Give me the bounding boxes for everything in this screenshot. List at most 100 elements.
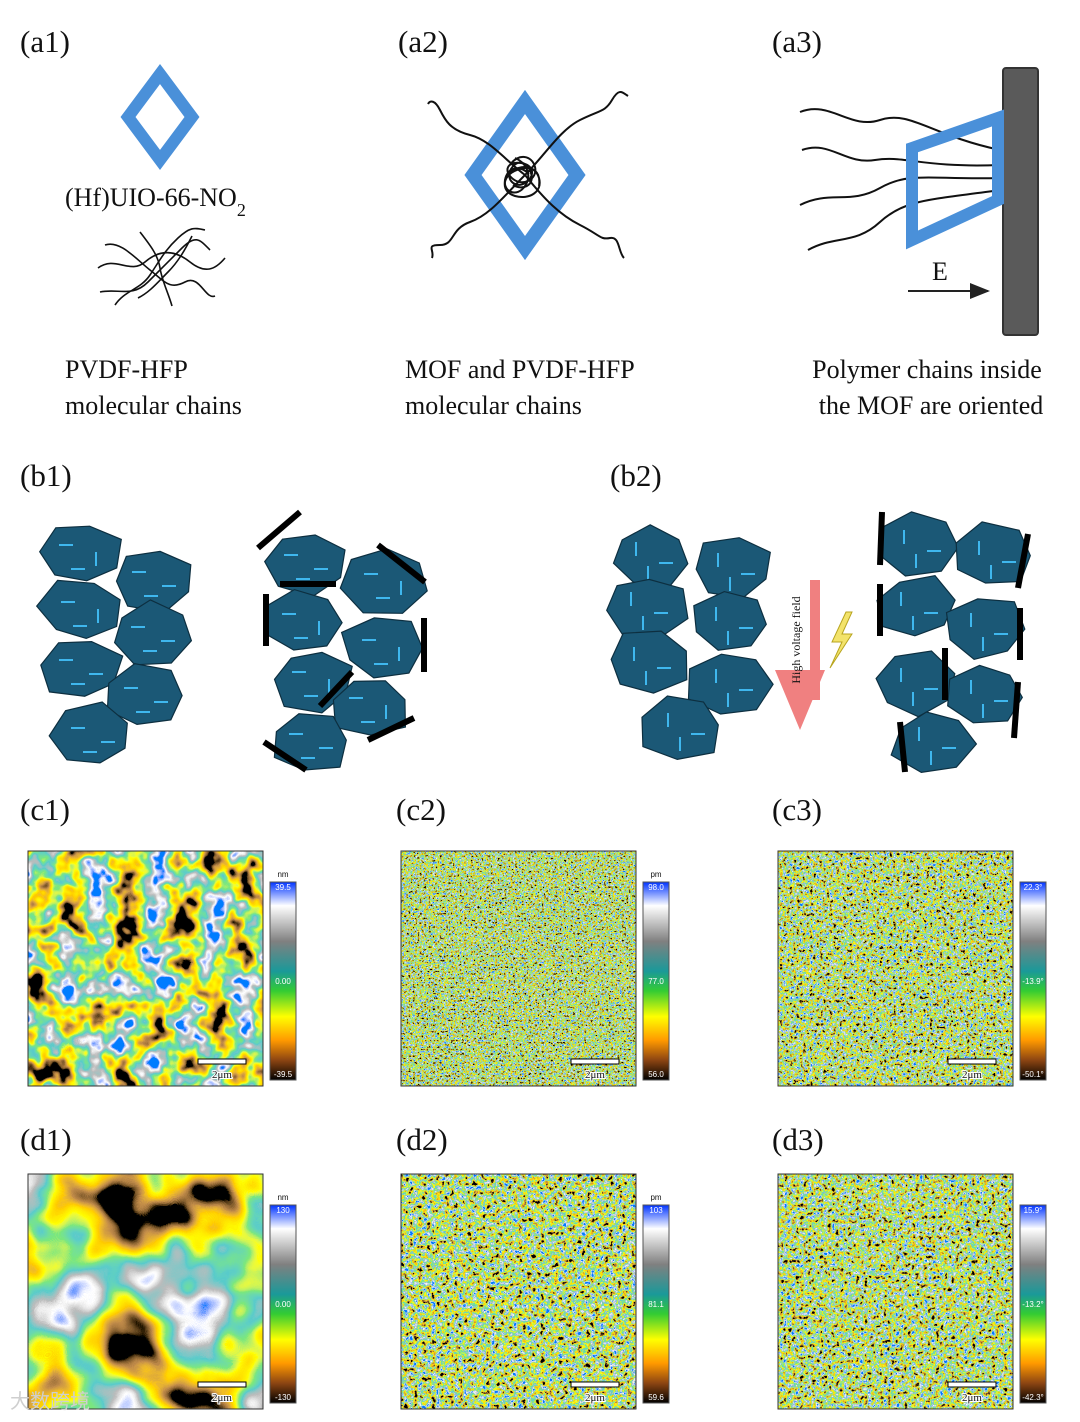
- afm-image: [778, 1174, 1013, 1409]
- grain: [340, 617, 424, 679]
- grain: [48, 701, 128, 764]
- scale-bar-label: 2μm: [962, 1392, 982, 1404]
- grain: [606, 578, 689, 639]
- field-label: High voltage field: [789, 596, 803, 683]
- electrode: [1002, 67, 1039, 336]
- electrode-bar: [366, 715, 416, 743]
- grain: [879, 511, 959, 577]
- colorbar-min: 59.6: [648, 1393, 664, 1402]
- polymer-chains: [427, 91, 629, 259]
- grain: [332, 680, 407, 736]
- afm-image: [778, 851, 1013, 1086]
- scale-bar-label: 2μm: [212, 1392, 232, 1404]
- watermark: 大数跨境: [10, 1390, 90, 1413]
- panel-label: (b2): [610, 458, 662, 493]
- colorbar-unit: nm: [277, 870, 288, 879]
- scale-bar: [197, 1058, 247, 1065]
- panel-label: (a1): [20, 24, 70, 59]
- colorbar-min: 56.0: [648, 1070, 664, 1079]
- scale-bar-label: 2μm: [962, 1069, 982, 1081]
- caption: Polymer chains inside: [812, 355, 1042, 384]
- electrode-bar: [317, 669, 355, 709]
- caption: molecular chains: [405, 391, 582, 420]
- formula: (Hf)UIO-66-NO2: [65, 183, 246, 220]
- afm-maps: (c1) 2μm nm 39.5 0.00 -39.5 (c2) 2μm pm 98.0 77.0 5…: [20, 792, 1047, 1410]
- colorbar-max: 98.0: [648, 883, 664, 892]
- electrode-bar: [376, 542, 427, 585]
- grain: [273, 651, 353, 714]
- panel-label: (d3): [772, 1122, 824, 1157]
- colorbar-max: 22.3°: [1024, 883, 1043, 892]
- grain: [687, 653, 774, 715]
- electrode-bar: [256, 509, 302, 551]
- grain: [35, 579, 121, 640]
- colorbar-unit: pm: [650, 870, 661, 879]
- afm-image: [28, 1174, 263, 1409]
- grain: [106, 663, 183, 726]
- panel-label: (b1): [20, 458, 72, 493]
- mof-diamond: [120, 63, 200, 171]
- scale-bar-label: 2μm: [585, 1392, 605, 1404]
- scale-bar: [197, 1381, 247, 1388]
- caption: molecular chains: [65, 391, 242, 420]
- grain: [610, 630, 688, 694]
- image-border: [400, 850, 637, 1087]
- grain: [38, 525, 122, 582]
- grain: [641, 695, 719, 761]
- image-border: [27, 850, 264, 1087]
- electrode-bar: [877, 511, 885, 566]
- colorbar: [642, 881, 670, 1081]
- grain: [695, 537, 771, 599]
- image-border: [27, 1173, 264, 1410]
- electrode-bar: [262, 739, 308, 773]
- afm-image: [401, 1174, 636, 1409]
- colorbar-max: 15.9°: [1024, 1206, 1043, 1215]
- formula-text: (Hf)UIO-66-NO: [65, 183, 237, 212]
- grain: [693, 590, 767, 651]
- scale-bar: [570, 1381, 620, 1388]
- colorbar-unit: nm: [277, 1193, 288, 1202]
- electrode-bar: [1015, 533, 1031, 589]
- panel-label: (d1): [20, 1122, 72, 1157]
- caption: the MOF are oriented: [819, 391, 1044, 420]
- polymer-chains: [97, 227, 226, 307]
- grain: [263, 534, 346, 598]
- colorbar-mid: 77.0: [648, 977, 664, 986]
- electrode-bar: [897, 721, 908, 773]
- colorbar-unit: pm: [650, 1193, 661, 1202]
- colorbar: [642, 1204, 670, 1404]
- colorbar: [1019, 881, 1047, 1081]
- panel-label: (a2): [398, 24, 448, 59]
- grain: [947, 664, 1023, 724]
- caption: MOF and PVDF-HFP: [405, 355, 635, 384]
- grain: [875, 650, 956, 718]
- panel-label: (c1): [20, 792, 70, 827]
- panel-label: (d2): [396, 1122, 448, 1157]
- grain: [876, 574, 956, 637]
- mof-trapezoid: [906, 109, 1004, 250]
- image-border: [400, 1173, 637, 1410]
- field-label: E: [932, 257, 948, 286]
- grain: [273, 713, 347, 771]
- grain: [890, 711, 978, 774]
- colorbar-mid: -13.2°: [1022, 1300, 1043, 1309]
- colorbar: [269, 1204, 297, 1404]
- scale-bar-label: 2μm: [585, 1069, 605, 1081]
- lightning: [829, 611, 853, 669]
- colorbar-mid: 0.00: [275, 977, 291, 986]
- colorbar-min: -50.1°: [1022, 1070, 1043, 1079]
- grain: [264, 588, 343, 651]
- scale-bar-label: 2μm: [212, 1069, 232, 1081]
- panel-label: (a3): [772, 24, 822, 59]
- colorbar-max: 103: [649, 1206, 663, 1215]
- scale-bar: [570, 1058, 620, 1065]
- afm-image: [28, 851, 263, 1086]
- colorbar-min: -130: [275, 1393, 292, 1402]
- colorbar-mid: 81.1: [648, 1300, 664, 1309]
- colorbar-min: -39.5: [274, 1070, 293, 1079]
- grains: [35, 509, 1031, 774]
- grain: [612, 524, 689, 588]
- colorbar: [1019, 1204, 1047, 1404]
- grain: [40, 640, 124, 697]
